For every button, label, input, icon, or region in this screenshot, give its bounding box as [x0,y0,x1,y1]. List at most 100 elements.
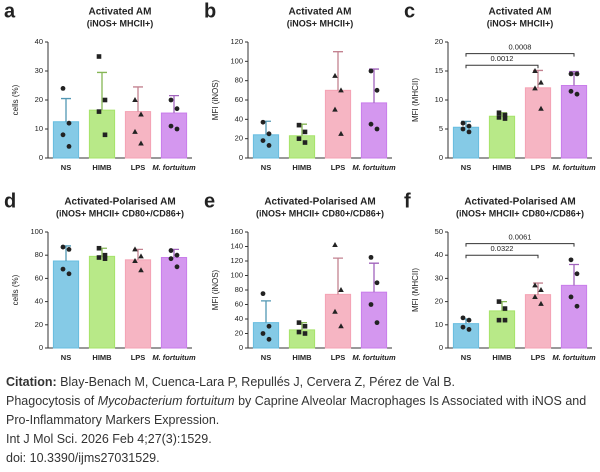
bar [324,293,352,349]
data-point [296,329,302,335]
bar [560,284,588,349]
error-bar [369,262,379,293]
chart-subtitle: (iNOS+ MHCII+ CD80+/CD86+) [56,208,184,218]
data-point [66,247,72,252]
y-axis-label: MFI (MHCII) [411,268,420,312]
data-point [332,308,338,314]
chart-title: Activated-Polarised AM [64,197,175,208]
data-point [102,132,108,138]
x-tick-label: HIMB [292,163,312,172]
data-point [60,132,66,138]
x-tick-label: HIMB [492,163,512,172]
data-point [538,287,544,292]
data-point [374,126,380,132]
y-tick-label: 20 [435,297,443,306]
data-point [568,294,574,300]
data-point [60,266,66,272]
y-tick-label: 0 [439,153,443,162]
panel-letter: b [204,0,216,22]
data-point [532,293,538,299]
error-bar [61,97,71,122]
bar [488,115,516,159]
data-point [96,54,102,59]
data-point [460,324,466,330]
data-point [496,110,502,116]
error-bar [333,257,343,295]
data-point [138,140,144,146]
y-tick-label: 0 [239,343,243,352]
data-point [332,242,338,248]
data-point [460,120,466,126]
data-point [302,323,308,329]
data-point [338,323,344,329]
data-point [368,254,374,260]
significance-label: 0.0061 [509,233,532,242]
bar [524,87,552,159]
data-point [466,317,472,323]
y-tick-label: 20 [35,95,43,104]
significance-bracket [465,254,539,259]
x-tick-label: LPS [331,163,346,172]
data-point [332,106,338,112]
y-tick-label: 0 [39,153,43,162]
error-bar [369,68,379,103]
panel-letter: c [404,0,415,22]
data-point [568,257,574,263]
data-point [574,271,580,277]
x-tick-label: NS [61,353,71,362]
chart-title: Activated AM [89,7,152,18]
data-point [532,282,538,288]
y-tick-label: 40 [435,250,443,259]
y-axis-label: cells (%) [11,84,20,115]
data-point [374,320,380,326]
x-tick-label: NS [461,163,471,172]
data-point [260,138,266,144]
data-point [132,97,138,102]
data-point [338,87,344,93]
data-point [532,85,538,91]
bar [452,126,480,159]
error-bar [533,69,543,88]
x-tick-label: HIMB [92,353,112,362]
data-point [338,287,344,292]
x-tick-label: HIMB [292,353,312,362]
y-axis-label: MFI (iNOS) [211,269,220,310]
error-bar [97,71,107,111]
data-point [266,323,272,329]
data-point [374,87,380,93]
y-axis-label: MFI (iNOS) [211,79,220,120]
bar [288,329,316,349]
data-point [496,317,502,323]
data-point [532,68,538,73]
data-point [538,79,544,85]
data-point [102,252,108,258]
y-tick-label: 120 [230,37,243,46]
data-point [296,122,302,128]
bar [452,323,480,349]
data-point [132,258,138,263]
data-point [266,143,272,148]
x-tick-label: M. fortuitum [552,353,596,362]
bar [124,259,152,349]
chart-title: Activated AM [289,7,352,18]
bar [88,109,116,159]
x-tick-label: LPS [531,163,546,172]
x-tick-label: LPS [531,353,546,362]
data-point [368,302,374,307]
chart-subtitle: (iNOS+ MHCII+) [87,18,154,28]
data-point [374,280,380,286]
error-bar [333,51,343,91]
panel-letter: f [404,190,411,212]
citation-line: Phagocytosis of Mycobacterium fortuitum … [6,392,586,411]
bar [252,134,280,159]
data-point [132,246,138,252]
x-tick-label: HIMB [492,353,512,362]
y-tick-label: 100 [230,270,243,279]
y-tick-label: 0 [439,343,443,352]
data-point [502,317,508,323]
data-point [466,123,472,129]
y-tick-label: 0 [39,343,43,352]
y-axis-label: cells (%) [11,274,20,305]
data-point [168,123,174,129]
data-point [102,97,108,103]
